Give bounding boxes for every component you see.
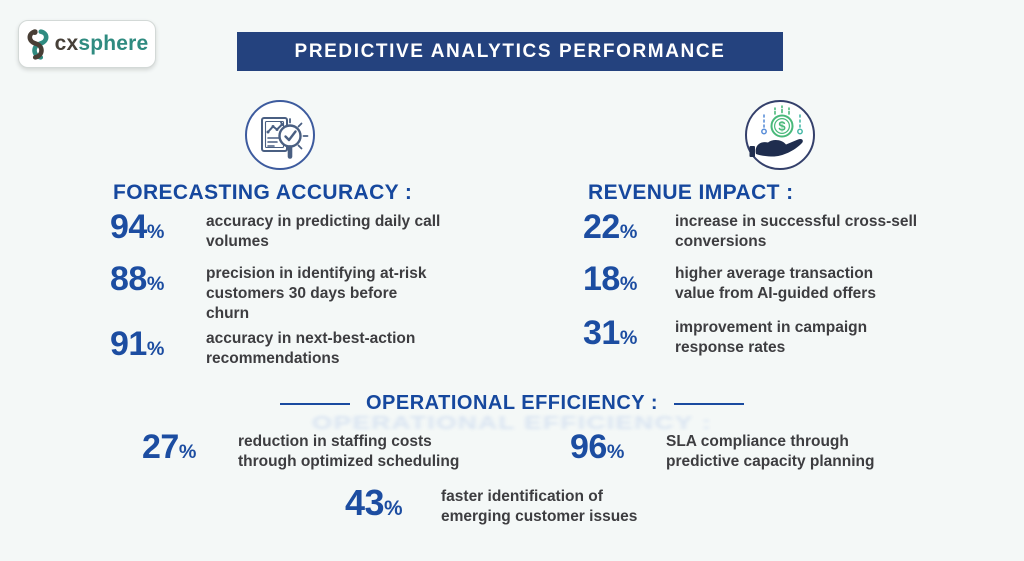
logo-sphere: sphere <box>78 32 149 55</box>
stat-forecasting-call-volumes: 94% accuracy in predicting daily call vo… <box>110 210 440 252</box>
stat-operational-staffing: 27% reduction in staffing costs through … <box>142 430 459 472</box>
stat-operational-issues: 43% faster identification of emerging cu… <box>345 485 637 527</box>
stat-value: 96% <box>570 428 624 466</box>
stat-value: 91% <box>110 325 164 363</box>
stat-label: accuracy in predicting daily call volume… <box>206 213 441 250</box>
logo-cx: cx <box>54 32 79 55</box>
operational-heading: OPERATIONAL EFFICIENCY : <box>365 392 659 414</box>
stat-label: accuracy in next-best-action recommendat… <box>206 330 416 367</box>
stat-value: 94% <box>110 208 164 246</box>
stat-value: 22% <box>583 208 637 246</box>
stat-value: 31% <box>583 314 637 352</box>
stat-value: 18% <box>583 260 637 298</box>
chart-magnifier-icon <box>245 100 315 170</box>
stat-forecasting-next-best-action: 91% accuracy in next-best-action recomme… <box>110 327 415 369</box>
hand-coin-icon: $ <box>745 100 815 170</box>
stat-operational-sla: 96% SLA compliance through predictive ca… <box>570 430 874 472</box>
left-rule <box>279 402 350 405</box>
stat-revenue-cross-sell: 22% increase in successful cross-sell co… <box>583 210 917 252</box>
stat-label: reduction in staffing costs through opti… <box>238 433 460 470</box>
stat-label: higher average transaction value from AI… <box>675 265 876 302</box>
stat-label: improvement in campaign response rates <box>675 319 868 356</box>
forecasting-heading: FORECASTING ACCURACY : <box>113 181 413 204</box>
right-rule <box>674 402 745 405</box>
stat-forecasting-churn: 88% precision in identifying at-risk cus… <box>110 262 426 323</box>
stat-label: SLA compliance through predictive capaci… <box>666 433 875 470</box>
operational-heading-row: OPERATIONAL EFFICIENCY : <box>0 392 1024 415</box>
stat-value: 43% <box>345 482 403 523</box>
svg-text:$: $ <box>778 119 786 134</box>
stat-revenue-campaign-response: 31% improvement in campaign response rat… <box>583 316 867 358</box>
revenue-heading: REVENUE IMPACT : <box>588 181 794 204</box>
operational-heading-ghost: OPERATIONAL EFFICIENCY : <box>311 413 713 433</box>
logo-wordmark: cxsphere <box>55 32 149 56</box>
stat-label: faster identification of emerging custom… <box>441 488 638 525</box>
stat-revenue-transaction-value: 18% higher average transaction value fro… <box>583 262 876 304</box>
stat-label: increase in successful cross-sell conver… <box>675 213 918 250</box>
revenue-icon-circle: $ <box>744 99 816 171</box>
stat-value: 88% <box>110 260 164 298</box>
cxsphere-logo: cxsphere <box>18 20 156 68</box>
title-banner: PREDICTIVE ANALYTICS PERFORMANCE <box>237 32 783 71</box>
stat-value: 27% <box>142 428 196 466</box>
stat-label: precision in identifying at-risk custome… <box>206 265 427 322</box>
forecasting-icon-circle <box>244 99 316 171</box>
page-title: PREDICTIVE ANALYTICS PERFORMANCE <box>294 40 726 62</box>
cxsphere-figure-eight-icon <box>27 28 49 60</box>
